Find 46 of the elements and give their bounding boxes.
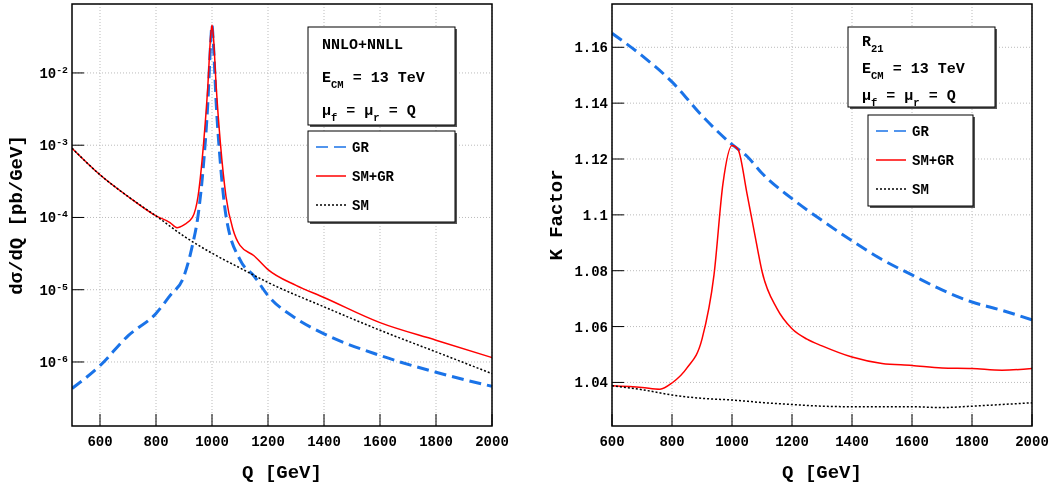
- legend-label: SM+GR: [912, 153, 955, 169]
- y-tick-label: 10$^{-6}$: [39, 353, 69, 371]
- x-tick-label: 1400: [307, 434, 341, 450]
- y-tick-label: 1.04: [574, 375, 608, 392]
- x-tick-label: 600: [599, 434, 625, 450]
- y-tick-label: 1.14: [574, 96, 608, 113]
- x-tick-label: 2000: [475, 434, 509, 450]
- y-axis-title: dσ/dQ [pb/GeV]: [6, 135, 28, 295]
- y-tick-label: 1.06: [574, 319, 608, 336]
- y-tick-label: 10$^{-5}$: [39, 281, 69, 299]
- x-tick-label: 600: [87, 434, 113, 450]
- y-tick-label: 10$^{-4}$: [39, 208, 69, 227]
- y-tick-label: 1.16: [574, 40, 608, 57]
- annotation: NNLO+NNLL: [322, 37, 404, 55]
- x-tick-label: 2000: [1015, 434, 1049, 450]
- legend-label: GR: [352, 140, 370, 156]
- x-tick-label: 1600: [363, 434, 397, 450]
- x-tick-label: 1400: [835, 434, 869, 450]
- annotation: R$_{21}$: [862, 34, 884, 56]
- y-axis-title: K Factor: [546, 169, 568, 261]
- x-tick-label: 1600: [895, 434, 929, 450]
- y-tick-label: 1.08: [574, 263, 608, 280]
- x-axis-title: Q [GeV]: [782, 462, 862, 484]
- line-series: [612, 144, 1032, 390]
- legend-label: SM: [352, 198, 369, 214]
- annotation: E$_{CM}$ = 13 TeV: [322, 70, 425, 91]
- x-tick-label: 1000: [715, 434, 749, 450]
- y-tick-label: 1.12: [574, 152, 608, 168]
- x-tick-label: 1000: [195, 434, 229, 450]
- line-series: [612, 31, 1032, 322]
- x-tick-label: 1800: [955, 434, 989, 450]
- annotation: E$_{CM}$ = 13 TeV: [862, 61, 965, 82]
- annotation: μ$_{f}$ = μ$_{r}$ = Q: [322, 102, 416, 124]
- x-tick-label: 1200: [251, 434, 285, 450]
- annotation: μ$_{f}$ = μ$_{r}$ = Q: [862, 87, 956, 109]
- x-axis-title: Q [GeV]: [242, 462, 322, 484]
- legend-label: SM: [912, 182, 929, 198]
- legend-label: SM+GR: [352, 169, 395, 185]
- y-tick-label: 10$^{-3}$: [39, 136, 69, 155]
- y-tick-label: 1.1: [582, 207, 608, 224]
- y-tick-label: 10$^{-2}$: [39, 64, 69, 82]
- legend-label: GR: [912, 124, 930, 140]
- x-tick-label: 1800: [419, 434, 453, 450]
- x-tick-label: 1200: [775, 434, 809, 450]
- x-tick-label: 800: [659, 434, 685, 450]
- x-tick-label: 800: [143, 434, 169, 450]
